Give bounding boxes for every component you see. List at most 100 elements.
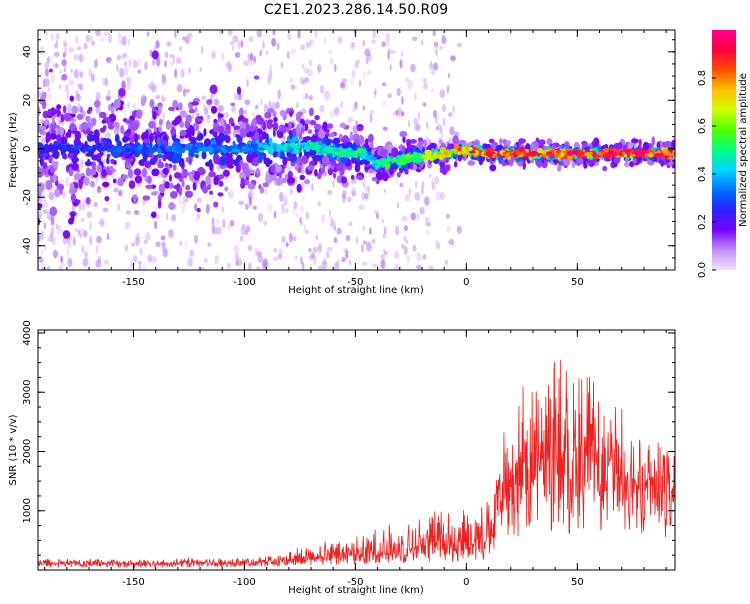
spectrogram-cell [342,135,349,144]
spectrogram-cell [396,172,401,178]
spectrogram-noise-cell [105,57,112,64]
spectrogram-cell [631,138,639,144]
spectrogram-noise-cell [288,232,293,243]
spectrogram-x-tick-label: -50 [347,277,363,288]
spectrogram-noise-cell [95,30,101,37]
spectrogram-noise-cell [121,36,127,46]
spectrogram-noise-cell [328,209,332,218]
spectrogram-noise-cell [152,60,155,66]
spectrogram-cell [382,172,389,182]
spectrogram-cell [144,161,151,169]
spectrogram-cell [101,169,107,178]
spectrogram-ridge-cell [174,146,181,151]
spectrogram-ridge-cell [537,147,543,154]
spectrogram-noise-cell [439,89,446,98]
spectrogram-cell [42,91,47,99]
spectrogram-cell [166,124,173,129]
spectrogram-cell [188,108,196,114]
spectrogram-noise-cell [273,248,278,253]
spectrogram-noise-cell [354,60,359,69]
spectrogram-noise-cell [179,46,182,51]
spectrogram-ridge-cell [277,145,281,151]
spectrogram-noise-cell [300,206,304,214]
spectrogram-noise-cell [95,177,99,184]
spectrogram-cell [327,168,334,176]
spectrogram-cell [151,168,160,177]
spectrogram-cell [310,135,319,143]
spectrogram-cell [71,157,79,163]
spectrogram-noise-cell [381,82,387,87]
spectrogram-noise-cell [44,202,49,208]
spectrogram-cell [38,202,43,209]
spectrogram-noise-cell [260,98,263,106]
spectrogram-ridge-cell [91,145,97,152]
spectrogram-cell [291,128,297,137]
spectrogram-noise-cell [273,210,277,219]
spectrogram-cell [125,119,133,124]
spectrogram-cell [151,211,157,218]
spectrogram-noise-cell [79,233,83,239]
spectrogram-cell [61,136,68,145]
spectrogram-noise-cell [44,62,50,70]
spectrogram-noise-cell [452,105,456,114]
spectrogram-noise-cell [284,200,288,207]
spectrogram-noise-cell [362,105,366,111]
spectrogram-noise-cell [390,50,396,54]
spectrogram-noise-cell [431,178,434,186]
spectrogram-noise-cell [207,103,212,109]
spectrogram-cell [182,168,189,179]
spectrogram-cell [45,131,52,142]
spectrogram-cell [88,107,93,112]
spectrogram-noise-cell [442,37,448,44]
spectrogram-noise-cell [292,85,298,90]
spectrogram-ridge-cell [492,153,496,158]
spectrogram-cell [297,167,302,173]
spectrogram-noise-cell [326,251,330,259]
spectrogram-noise-cell [83,42,88,50]
spectrogram-cell [219,156,227,166]
spectrogram-cell [158,126,163,133]
spectrogram-cell [557,165,562,172]
spectrogram-cell [272,129,276,137]
spectrogram-cell [267,108,275,113]
spectrogram-noise-cell [302,95,306,101]
spectrogram-cell [185,114,192,124]
spectrogram-cell [218,180,224,187]
spectrogram-noise-cell [70,68,73,73]
spectrogram-noise-cell [317,200,322,207]
spectrogram-cell [41,99,47,110]
spectrogram-cell [321,155,330,164]
spectrogram-noise-cell [437,242,441,250]
spectrogram-noise-cell [47,56,50,62]
spectrogram-x-tick-label: -100 [233,277,256,288]
spectrogram-cell [140,97,146,107]
spectrogram-noise-cell [136,59,142,67]
spectrogram-cell [224,134,228,142]
snr-x-label: Height of straight line (km) [288,585,424,596]
spectrogram-noise-cell [73,69,80,79]
spectrogram-noise-cell [448,112,453,117]
spectrogram-cell [70,213,75,222]
spectrogram-cell [289,110,293,117]
spectrogram-noise-cell [393,251,400,260]
spectrogram-ridge-cell [417,157,425,162]
spectrogram-ridge-cell [251,144,259,151]
spectrogram-cell [158,104,162,115]
colorbar-gradient [712,30,736,270]
spectrogram-noise-cell [422,102,427,107]
spectrogram-cell [638,156,643,161]
spectrogram-noise-cell [233,92,238,101]
spectrogram-noise-cell [77,229,81,236]
spectrogram-cell [172,164,177,171]
spectrogram-cell [263,155,267,165]
spectrogram-noise-cell [319,104,325,113]
spectrogram-cell [44,121,48,126]
spectrogram-noise-cell [407,80,413,90]
spectrogram-cell [81,121,89,131]
spectrogram-noise-cell [265,187,267,195]
spectrogram-noise-cell [206,116,210,125]
spectrogram-cell [423,139,427,149]
spectrogram-noise-cell [90,35,93,44]
spectrogram-noise-cell [247,244,253,252]
spectrogram-ridge-cell [379,159,386,165]
